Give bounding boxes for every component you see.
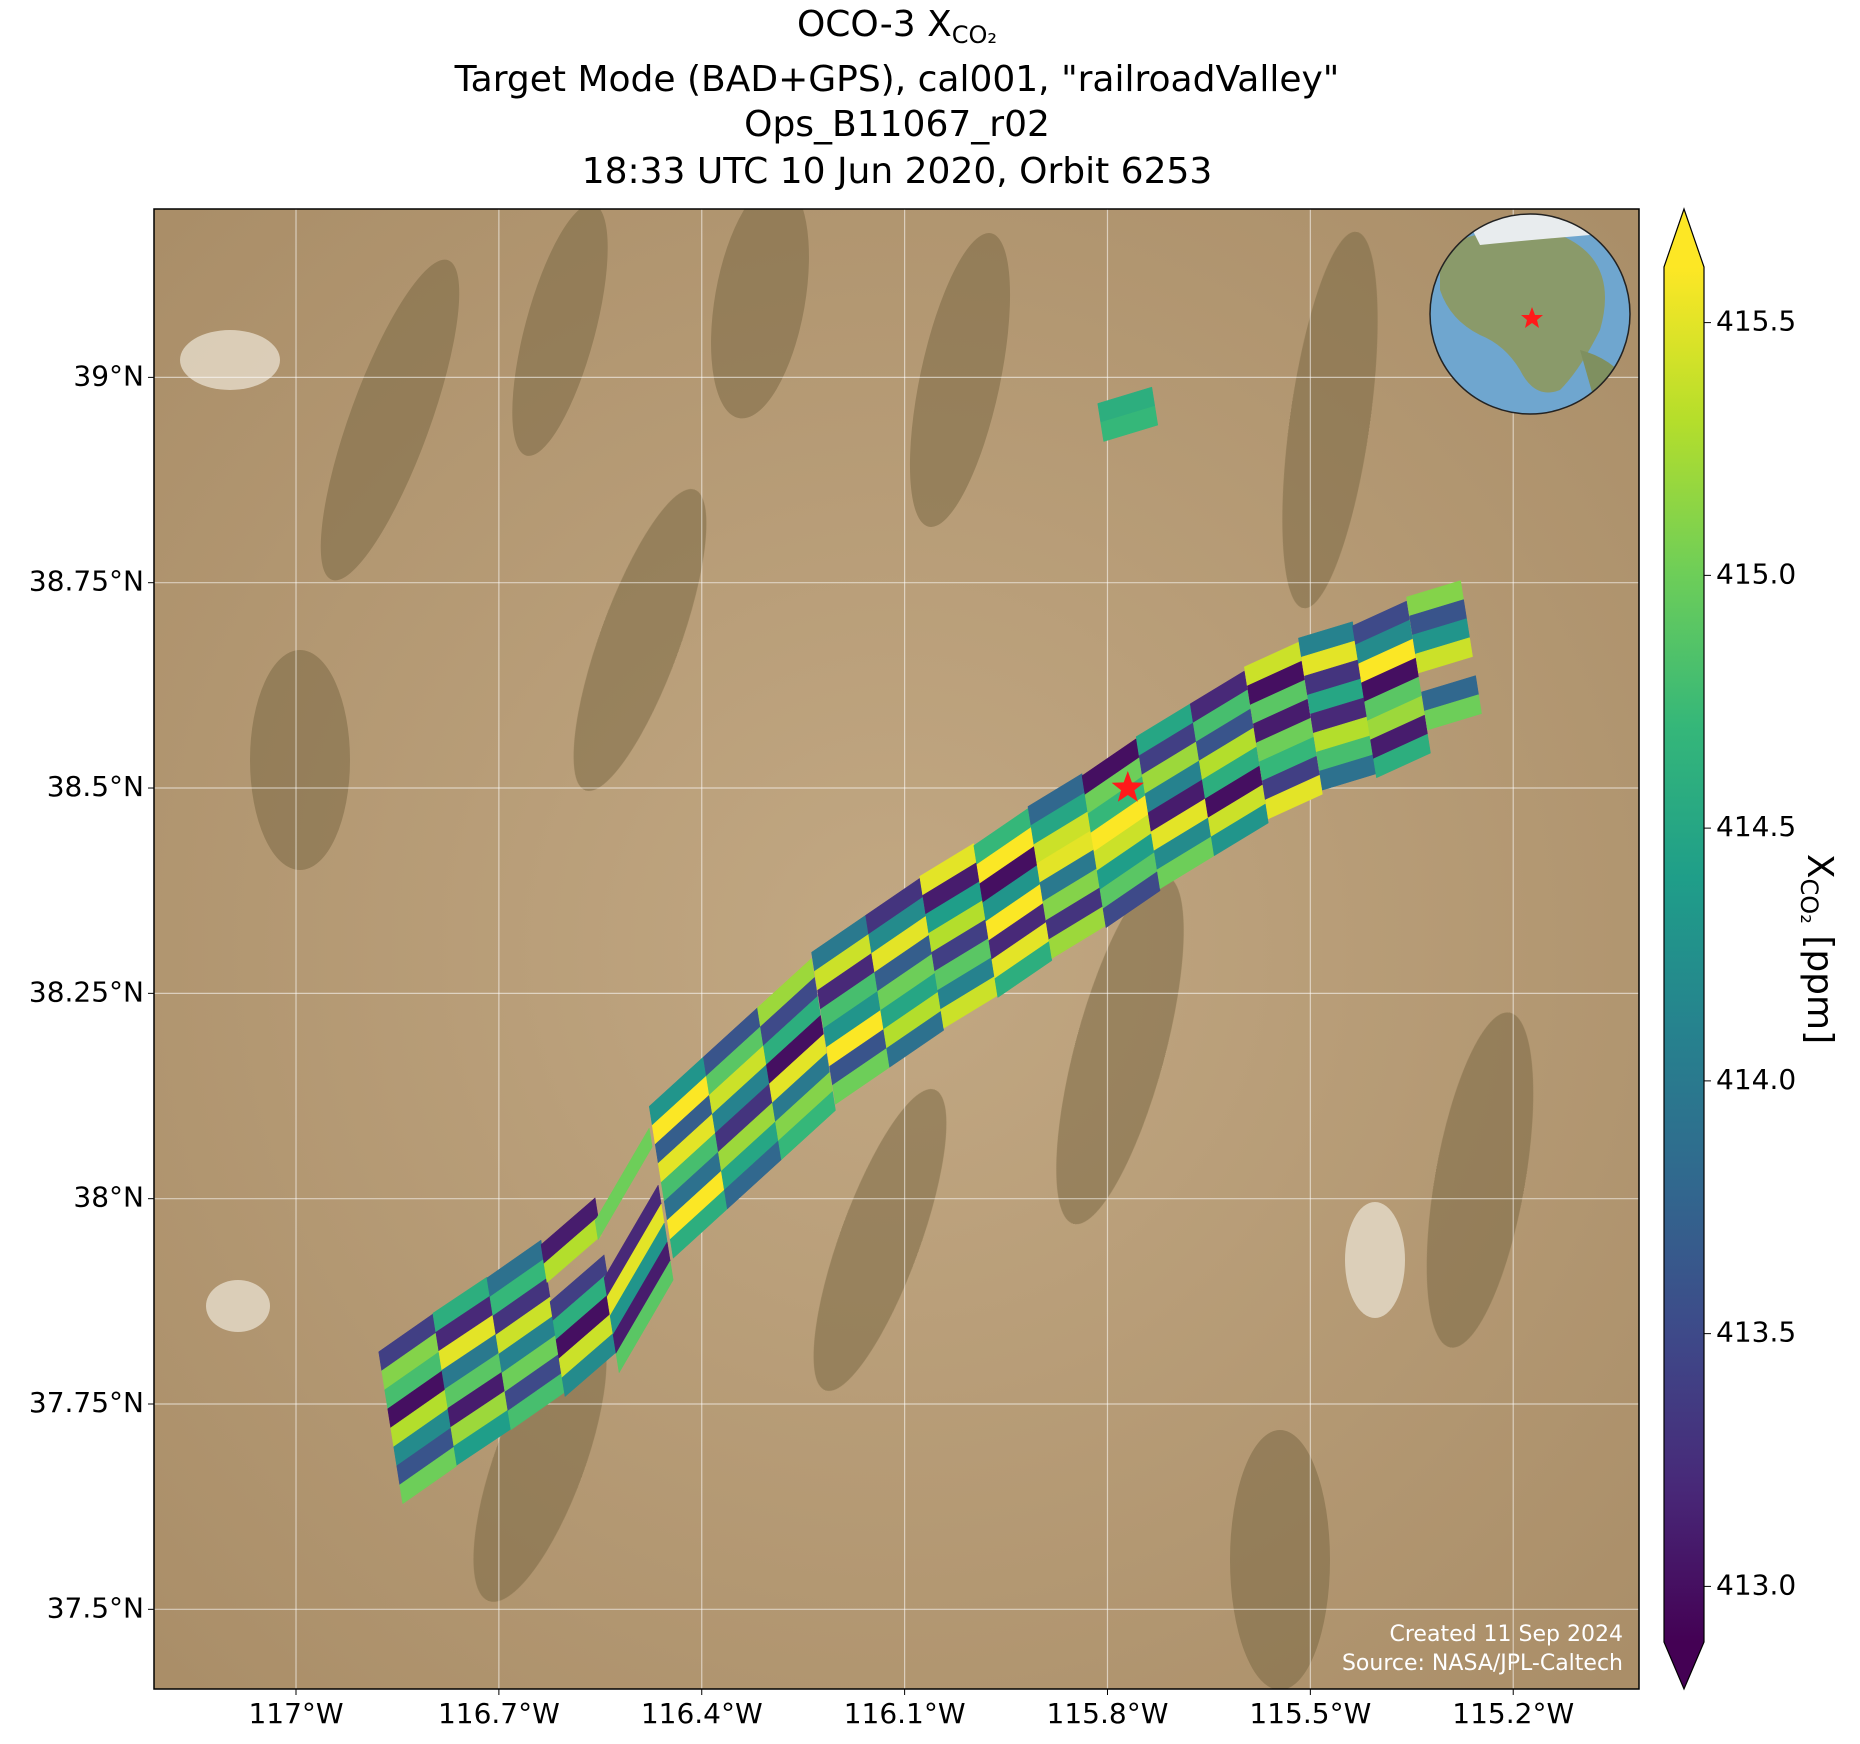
- y-tick-label: 37.75°N: [29, 1386, 144, 1419]
- x-tick-label: 115.8°W: [1047, 1697, 1169, 1730]
- plot-frame: [153, 208, 1640, 1690]
- label-subscript: CO₂: [1795, 879, 1823, 924]
- footprint: [778, 1090, 836, 1161]
- footprint: [886, 1010, 944, 1068]
- subtitle: Ops_B11067_r02: [744, 104, 1050, 145]
- y-tick-label: 38.25°N: [29, 975, 144, 1008]
- x-tick-label: 116.1°W: [844, 1697, 966, 1730]
- colorbar-tick-label: 414.0: [1716, 1063, 1796, 1096]
- x-tick-label: 115.5°W: [1249, 1697, 1371, 1730]
- x-tick-label: 117°W: [248, 1697, 343, 1730]
- subtitle: Target Mode (BAD+GPS), cal001, "railroad…: [454, 59, 1340, 100]
- y-tick-label: 38.75°N: [29, 565, 144, 598]
- colorbar-extend-min: [1664, 1642, 1704, 1689]
- annotation: Created 11 Sep 2024: [1390, 1622, 1624, 1647]
- footprint: [1415, 637, 1473, 674]
- colorbar-tick-label: 414.5: [1716, 810, 1796, 843]
- x-tick-label: 115.2°W: [1452, 1697, 1574, 1730]
- subtitle: 18:33 UTC 10 Jun 2020, Orbit 6253: [582, 151, 1213, 192]
- y-tick-label: 38.5°N: [47, 770, 144, 803]
- target-marker: [1111, 771, 1144, 802]
- title-subscript: CO₂: [952, 21, 997, 49]
- colorbar-extend-max: [1664, 209, 1704, 267]
- colorbar-label: XCO₂ [ppm]: [1795, 854, 1840, 1044]
- x-tick-label: 116.4°W: [641, 1697, 763, 1730]
- footprint: [1373, 733, 1431, 779]
- annotation: Source: NASA/JPL-Caltech: [1342, 1651, 1623, 1676]
- colorbar: [1663, 207, 1705, 1691]
- title-text: OCO-3 X: [797, 4, 952, 45]
- footprint: [594, 1127, 653, 1241]
- label-unit: [ppm]: [1799, 924, 1840, 1044]
- footprint: [399, 1446, 458, 1505]
- label-text: X: [1799, 854, 1840, 879]
- footprint: [1100, 405, 1159, 442]
- x-tick-label: 116.7°W: [438, 1697, 560, 1730]
- footprint: [1102, 871, 1161, 929]
- colorbar-tick-label: 415.0: [1716, 557, 1796, 590]
- footprint: [1210, 803, 1269, 857]
- colorbar-fill: [1664, 267, 1704, 1642]
- footprint: [994, 941, 1053, 998]
- y-tick-label: 39°N: [73, 359, 144, 392]
- footprint: [615, 1260, 674, 1374]
- swath: [378, 386, 1482, 1505]
- footprint: [1424, 694, 1482, 731]
- colorbar-tick-label: 413.5: [1716, 1316, 1796, 1349]
- colorbar-tick-label: 413.0: [1716, 1568, 1796, 1601]
- footprint: [543, 1216, 602, 1284]
- y-tick-label: 37.5°N: [47, 1591, 144, 1624]
- chart-title: OCO-3 XCO₂: [797, 4, 997, 49]
- colorbar-tick-label: 415.5: [1716, 305, 1796, 338]
- footprint: [1265, 774, 1323, 820]
- y-tick-label: 38°N: [73, 1181, 144, 1214]
